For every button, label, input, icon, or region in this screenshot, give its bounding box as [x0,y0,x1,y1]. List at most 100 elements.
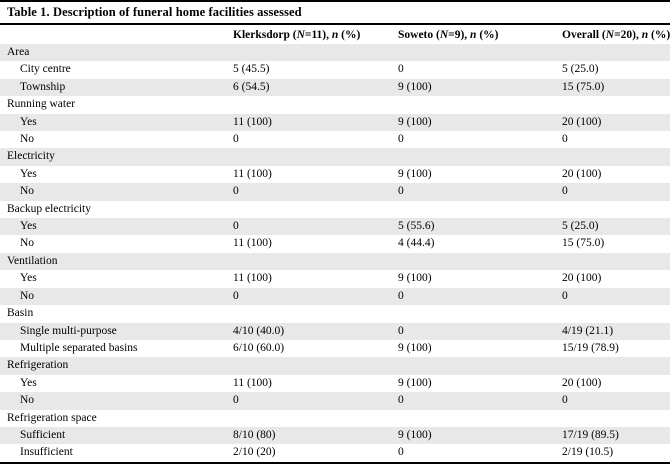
cell-value [226,253,391,270]
cell-value: 5 (25.0) [562,63,599,76]
cell-value: 15 (75.0) [562,80,605,93]
table-row-category: Electricity [0,148,670,166]
cell-value: 4/10 (40.0) [233,324,285,337]
cell-value: 4/19 (21.1) [562,324,614,337]
cell-value: 4 (44.4) [398,237,435,250]
row-label: No [20,133,35,146]
cell-value: 20 (100) [562,272,602,285]
cell-value: 0 [233,220,239,233]
cell-value [555,201,670,218]
cell-value [555,96,670,113]
row-label: No [20,185,35,198]
cell-value [555,148,670,165]
cell-value: 20 (100) [562,167,602,180]
table-row-item: Multiple separated basins 6/10 (60.0) 9 (1… [0,339,670,358]
table-body: Area City centre 5 (45.5) 0 5 (25.0) Township… [0,44,670,463]
cell-value: 0 [233,289,239,302]
cell-value: 0 [562,394,568,407]
table-row-category: Running water [0,96,670,114]
cell-value [391,253,555,270]
row-label: Basin [7,307,34,320]
table-row-item: Sufficient 8/10 (80) 9 (100) 17/19 (89.5) [0,426,670,445]
row-label: Township [20,80,66,93]
table-row-item: Single multi-purpose 4/10 (40.0) 0 4/19 (21… [0,322,670,340]
cell-value: 5 (45.5) [233,63,270,76]
cell-value: 0 [398,289,404,302]
table-row-item: No 0 0 0 [0,183,670,201]
cell-value [226,305,391,322]
cell-value [226,410,391,427]
cell-value [555,44,670,61]
row-label: Insufficient [20,446,73,459]
cell-value: 0 [398,63,404,76]
table-row-item: Township 6 (54.5) 9 (100) 15 (75.0) [0,78,670,97]
row-label: Sufficient [20,428,66,441]
cell-value: 0 [233,133,239,146]
cell-value [391,44,555,61]
cell-value [391,96,555,113]
row-label: No [20,237,35,250]
cell-value: 20 (100) [562,115,602,128]
col-header-overall: Overall (N=20), n (%) [555,25,670,44]
cell-value [391,201,555,218]
cell-value: 11 (100) [233,167,272,180]
cell-value: 2/10 (20) [233,446,276,459]
table-row-category: Ventilation [0,252,670,271]
cell-value: 9 (100) [398,428,432,441]
cell-value: 0 [562,289,568,302]
row-label: Yes [20,115,37,128]
cell-value [391,410,555,427]
cell-value: 5 (25.0) [562,220,599,233]
table-row-item: Yes 11 (100) 9 (100) 20 (100) [0,374,670,393]
cell-value: 11 (100) [233,115,272,128]
cell-value [391,357,555,374]
row-label: Running water [7,98,76,111]
cell-value: 5 (55.6) [398,220,435,233]
col-header-soweto: Soweto (N=9), n (%) [391,25,555,44]
table-row-item: Yes 11 (100) 9 (100) 20 (100) [0,113,670,132]
row-label: Single multi-purpose [20,324,117,337]
table-row-category: Refrigeration [0,357,670,375]
cell-value: 9 (100) [398,167,432,180]
cell-value [226,96,391,113]
cell-value: 0 [398,394,404,407]
cell-value [226,148,391,165]
cell-value: 2/19 (10.5) [562,446,614,459]
table-row-category: Backup electricity [0,200,670,219]
row-label: Yes [20,376,37,389]
cell-value: 15/19 (78.9) [562,341,619,354]
cell-value: 0 [398,324,404,337]
table-row-category: Refrigeration space [0,409,670,427]
cell-value: 0 [233,394,239,407]
row-label: Refrigeration [7,359,69,372]
cell-value: 0 [562,133,568,146]
table-title: Table 1. Description of funeral home fac… [0,2,670,25]
cell-value: 9 (100) [398,80,432,93]
cell-value: 8/10 (80) [233,428,276,441]
table-row-item: Yes 11 (100) 9 (100) 20 (100) [0,165,670,184]
cell-value [555,305,670,322]
cell-value: 6/10 (60.0) [233,341,285,354]
cell-value [391,148,555,165]
row-label: Backup electricity [7,202,91,215]
cell-value: 6 (54.5) [233,80,270,93]
table-row-category: Basin [0,305,670,323]
row-label: Yes [20,220,37,233]
table-row-item: Insufficient 2/10 (20) 0 2/19 (10.5) [0,444,670,463]
row-label: Yes [20,167,37,180]
row-label: Multiple separated basins [20,341,138,354]
row-label: Refrigeration space [7,411,97,424]
cell-value: 17/19 (89.5) [562,428,619,441]
cell-value: 0 [398,446,404,459]
cell-value: 9 (100) [398,341,432,354]
cell-value [226,44,391,61]
cell-value [555,357,670,374]
table-row-item: No 11 (100) 4 (44.4) 15 (75.0) [0,235,670,253]
cell-value [226,357,391,374]
row-label: Ventilation [7,254,58,267]
cell-value: 11 (100) [233,376,272,389]
row-label: No [20,289,35,302]
table-row-item: No 0 0 0 [0,392,670,410]
table-row-category: Area [0,44,670,62]
